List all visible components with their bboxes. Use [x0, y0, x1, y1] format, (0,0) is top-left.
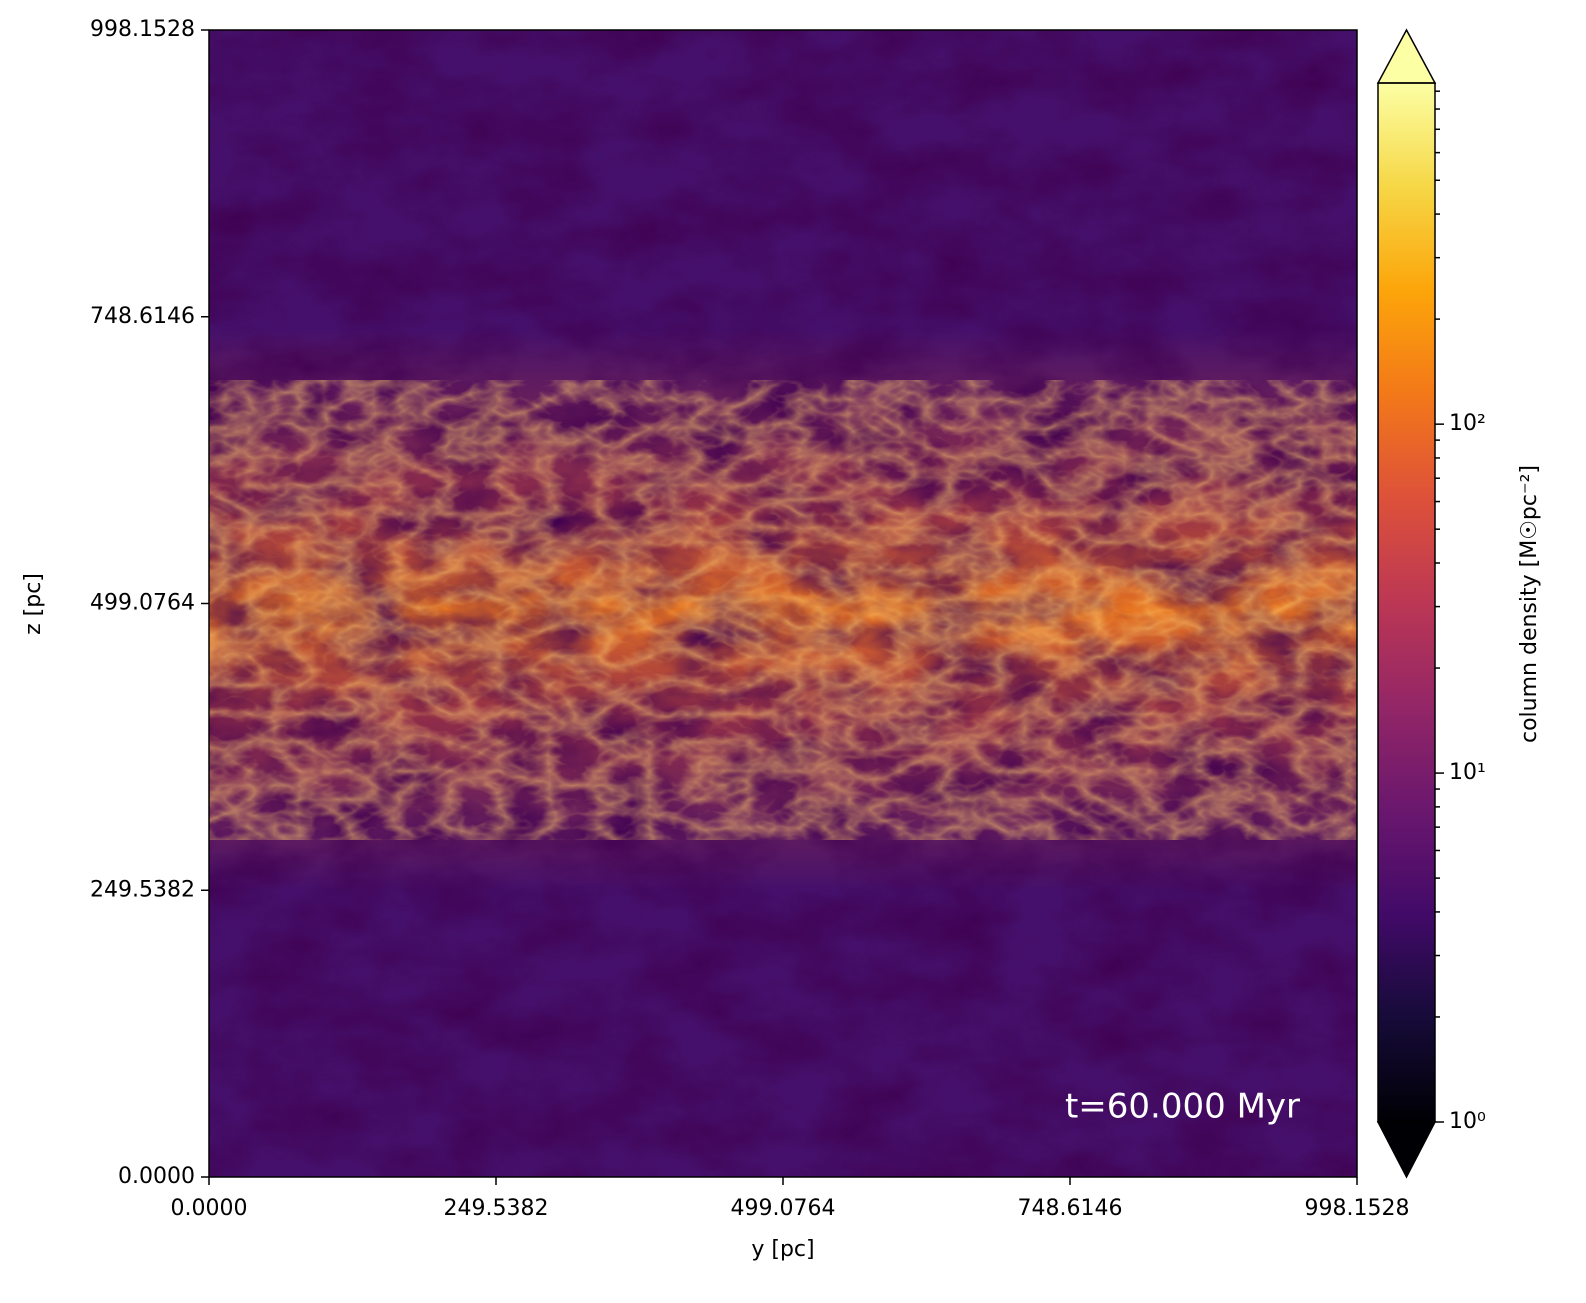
colorbar-label: column density [M☉pc⁻²]	[1517, 465, 1542, 743]
y-tick-label: 998.1528	[90, 17, 195, 42]
colorbar-extend-low	[1376, 1121, 1437, 1179]
y-tick-label: 249.5382	[90, 877, 195, 902]
y-tick-label: 499.0764	[90, 591, 195, 616]
x-tick-label: 998.1528	[1305, 1196, 1410, 1221]
colorbar	[1378, 83, 1435, 1122]
x-tick-label: 499.0764	[731, 1196, 836, 1221]
colorbar-tick-label: 10²	[1449, 411, 1486, 436]
colorbar-frame	[1377, 82, 1436, 1123]
colorbar-extend-high	[1376, 28, 1437, 84]
x-tick-label: 249.5382	[444, 1196, 549, 1221]
density-image	[209, 30, 1357, 1177]
x-tick-label: 0.0000	[171, 1196, 248, 1221]
colorbar-tick-label: 10¹	[1449, 760, 1486, 785]
colorbar-tick-label: 10⁰	[1449, 1109, 1486, 1134]
y-tick-label: 0.0000	[118, 1164, 195, 1189]
y-tick-label: 748.6146	[90, 304, 195, 329]
y-axis-label: z [pc]	[21, 573, 46, 635]
x-tick-label: 748.6146	[1018, 1196, 1123, 1221]
x-axis-label: y [pc]	[751, 1237, 814, 1262]
annotation: t=60.000 Myr	[1065, 1087, 1300, 1127]
